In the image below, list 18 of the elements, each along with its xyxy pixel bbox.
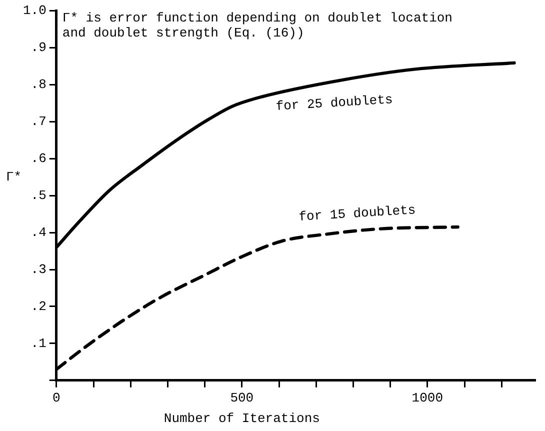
y-tick-label: .9 [30, 40, 46, 56]
x-tick-label: 0 [52, 390, 60, 406]
y-axis-title: Γ* [6, 170, 22, 185]
y-tick-label: .8 [30, 77, 46, 92]
annotation: Γ* is error function depending on doublet location and doublet strength (Eq. (16)) [62, 10, 452, 41]
x-axis-title: Number of Iterations [164, 410, 320, 426]
y-tick-label: .3 [30, 262, 46, 277]
series-label: for 25 doublets [275, 92, 394, 114]
series-label: for 15 doublets [298, 202, 416, 224]
y-tick-label: .4 [30, 224, 47, 240]
x-tick-label: 500 [230, 390, 254, 406]
y-tick-label: .7 [30, 114, 46, 130]
x-tick-label: 1000 [412, 390, 444, 406]
y-tick-label: .5 [30, 188, 46, 204]
y-tick-label: .1 [30, 336, 47, 351]
y-tick-label: 1.0 [23, 3, 46, 18]
y-tick-label: .2 [30, 298, 46, 314]
y-tick-label: .6 [30, 151, 46, 166]
